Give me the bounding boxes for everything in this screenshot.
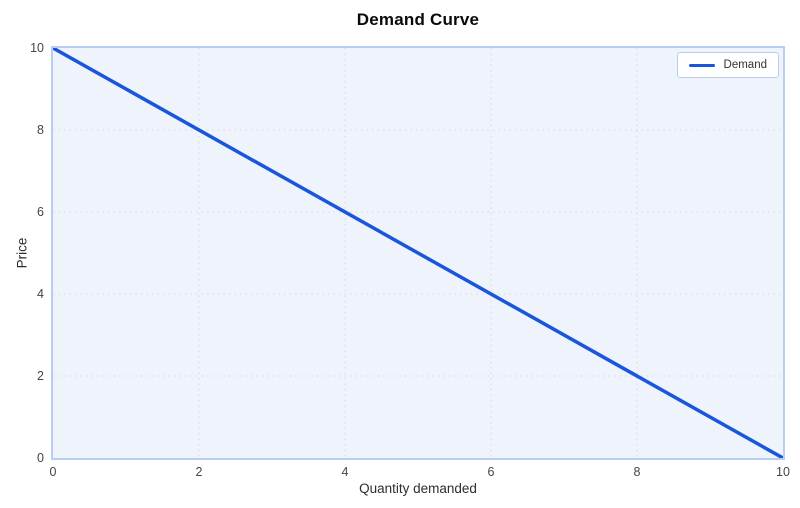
legend-line-swatch (688, 63, 715, 67)
x-tick-label-6: 6 (487, 465, 495, 479)
x-tick-label-8: 8 (633, 465, 641, 479)
legend-label: Demand (723, 59, 767, 71)
y-tick-label-4: 4 (37, 287, 44, 301)
y-tick-label-6: 6 (37, 205, 44, 219)
legend[interactable]: Demand (676, 52, 779, 78)
y-tick-label-0: 0 (37, 451, 44, 465)
plot-area: Demand (51, 46, 785, 460)
x-tick-label-0: 0 (49, 465, 57, 479)
chart-title: Demand Curve (356, 10, 480, 29)
y-tick-label-2: 2 (37, 369, 44, 383)
x-tick-label-10: 10 (776, 465, 790, 479)
y-tick-label-10: 10 (30, 41, 44, 55)
x-tick-label-2: 2 (195, 465, 203, 479)
y-tick-label-8: 8 (37, 123, 44, 137)
plot-canvas (53, 48, 783, 458)
x-axis-title: Quantity demanded (359, 481, 477, 496)
y-axis-title: Price (14, 237, 30, 269)
x-tick-label-4: 4 (341, 465, 349, 479)
series-line-demand (53, 48, 783, 458)
